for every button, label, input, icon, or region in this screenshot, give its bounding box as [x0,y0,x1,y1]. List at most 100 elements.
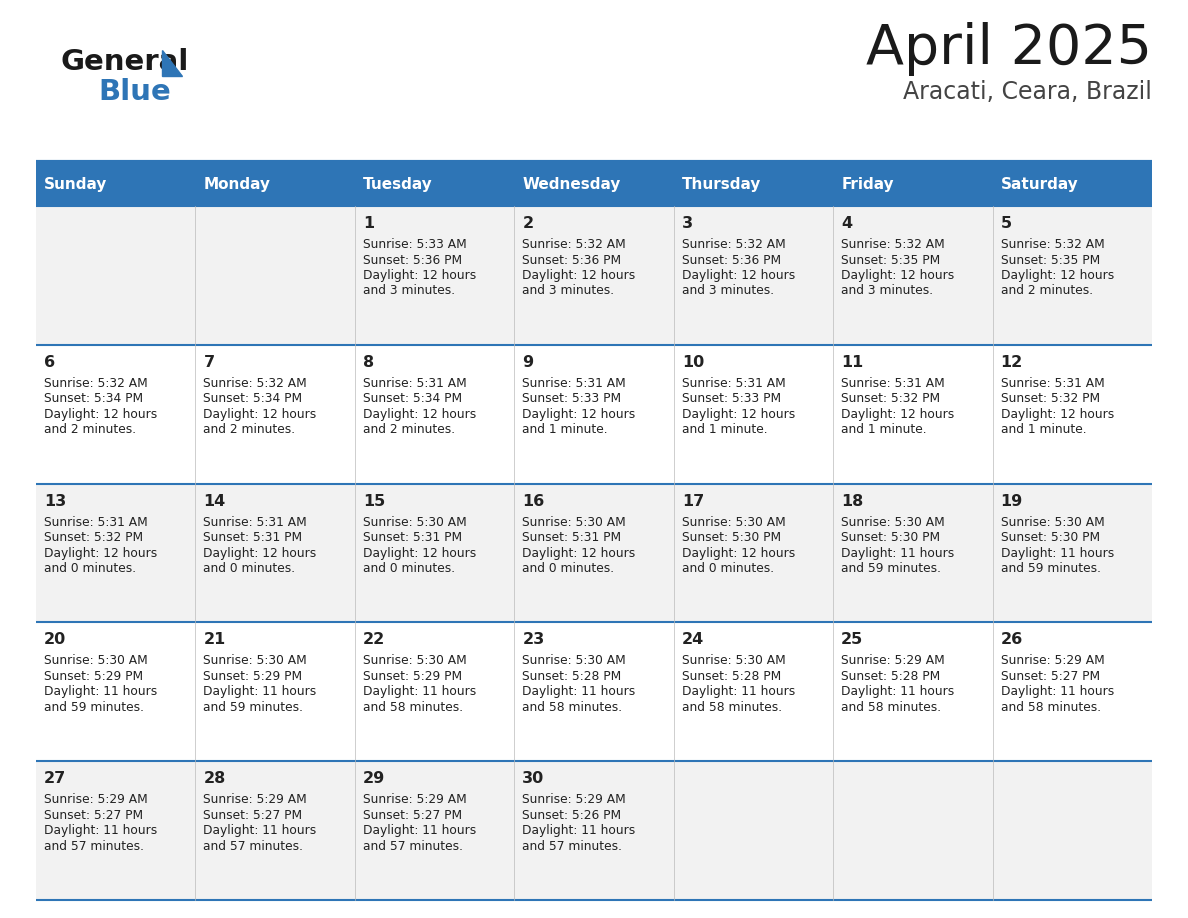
Text: Tuesday: Tuesday [362,176,432,192]
Text: Daylight: 12 hours: Daylight: 12 hours [362,269,476,282]
Text: Sunset: 5:27 PM: Sunset: 5:27 PM [362,809,462,822]
Text: Sunset: 5:35 PM: Sunset: 5:35 PM [1000,253,1100,266]
Text: and 57 minutes.: and 57 minutes. [362,840,463,853]
Text: Sunrise: 5:31 AM: Sunrise: 5:31 AM [841,376,944,390]
Text: Sunrise: 5:31 AM: Sunrise: 5:31 AM [682,376,785,390]
Text: and 59 minutes.: and 59 minutes. [841,562,941,575]
Text: Daylight: 11 hours: Daylight: 11 hours [841,546,954,560]
Text: and 3 minutes.: and 3 minutes. [523,285,614,297]
Text: and 57 minutes.: and 57 minutes. [523,840,623,853]
Text: Daylight: 12 hours: Daylight: 12 hours [682,408,795,420]
Bar [674,162,833,206]
Text: Daylight: 11 hours: Daylight: 11 hours [523,824,636,837]
Text: and 2 minutes.: and 2 minutes. [203,423,296,436]
Text: Daylight: 11 hours: Daylight: 11 hours [44,824,157,837]
Text: Sunrise: 5:29 AM: Sunrise: 5:29 AM [841,655,944,667]
Text: Daylight: 11 hours: Daylight: 11 hours [362,824,476,837]
Text: 30: 30 [523,771,544,786]
Text: Sunrise: 5:29 AM: Sunrise: 5:29 AM [1000,655,1105,667]
Text: Daylight: 12 hours: Daylight: 12 hours [682,269,795,282]
Text: Daylight: 12 hours: Daylight: 12 hours [362,408,476,420]
Text: Sunrise: 5:30 AM: Sunrise: 5:30 AM [203,655,308,667]
Text: and 2 minutes.: and 2 minutes. [44,423,137,436]
Polygon shape [162,50,182,76]
Text: Sunset: 5:29 PM: Sunset: 5:29 PM [203,670,303,683]
Text: Daylight: 11 hours: Daylight: 11 hours [841,686,954,699]
Text: 22: 22 [362,633,385,647]
Text: 17: 17 [682,494,704,509]
Text: and 0 minutes.: and 0 minutes. [682,562,773,575]
Text: Thursday: Thursday [682,176,762,192]
Text: Sunrise: 5:30 AM: Sunrise: 5:30 AM [841,516,944,529]
Text: Sunset: 5:29 PM: Sunset: 5:29 PM [362,670,462,683]
Text: Sunset: 5:28 PM: Sunset: 5:28 PM [682,670,781,683]
Text: Sunset: 5:32 PM: Sunset: 5:32 PM [44,532,143,544]
Text: Sunset: 5:31 PM: Sunset: 5:31 PM [362,532,462,544]
Text: Sunrise: 5:32 AM: Sunrise: 5:32 AM [682,238,785,251]
Text: 20: 20 [44,633,67,647]
Text: 3: 3 [682,216,693,231]
Text: Sunset: 5:35 PM: Sunset: 5:35 PM [841,253,941,266]
Text: Saturday: Saturday [1000,176,1079,192]
Text: Daylight: 12 hours: Daylight: 12 hours [203,546,317,560]
Text: Sunset: 5:34 PM: Sunset: 5:34 PM [44,392,143,406]
Text: and 1 minute.: and 1 minute. [523,423,608,436]
Text: 4: 4 [841,216,852,231]
Text: Daylight: 11 hours: Daylight: 11 hours [362,686,476,699]
Text: Daylight: 12 hours: Daylight: 12 hours [203,408,317,420]
Text: 8: 8 [362,354,374,370]
Text: Sunrise: 5:30 AM: Sunrise: 5:30 AM [682,655,785,667]
Text: Sunday: Sunday [44,176,107,192]
Text: Sunrise: 5:30 AM: Sunrise: 5:30 AM [682,516,785,529]
Text: and 59 minutes.: and 59 minutes. [1000,562,1100,575]
Text: Sunset: 5:32 PM: Sunset: 5:32 PM [1000,392,1100,406]
Text: Sunrise: 5:32 AM: Sunrise: 5:32 AM [203,376,308,390]
Text: Sunset: 5:26 PM: Sunset: 5:26 PM [523,809,621,822]
Text: and 3 minutes.: and 3 minutes. [682,285,773,297]
Bar [992,162,1152,206]
Text: Daylight: 11 hours: Daylight: 11 hours [523,686,636,699]
Text: Daylight: 11 hours: Daylight: 11 hours [1000,546,1114,560]
Text: and 59 minutes.: and 59 minutes. [44,701,144,714]
Text: Sunset: 5:33 PM: Sunset: 5:33 PM [523,392,621,406]
Text: Sunrise: 5:32 AM: Sunrise: 5:32 AM [523,238,626,251]
Text: and 58 minutes.: and 58 minutes. [362,701,463,714]
Text: 7: 7 [203,354,215,370]
Text: Daylight: 11 hours: Daylight: 11 hours [682,686,795,699]
Bar [36,206,1152,345]
Text: and 0 minutes.: and 0 minutes. [203,562,296,575]
Text: Blue: Blue [97,78,171,106]
Text: Daylight: 11 hours: Daylight: 11 hours [203,824,317,837]
Text: Sunrise: 5:30 AM: Sunrise: 5:30 AM [523,655,626,667]
Text: 12: 12 [1000,354,1023,370]
Text: Sunrise: 5:29 AM: Sunrise: 5:29 AM [203,793,308,806]
Text: 14: 14 [203,494,226,509]
Bar [833,162,992,206]
Text: 28: 28 [203,771,226,786]
Text: Daylight: 12 hours: Daylight: 12 hours [523,546,636,560]
Text: Sunset: 5:33 PM: Sunset: 5:33 PM [682,392,781,406]
Text: Sunrise: 5:32 AM: Sunrise: 5:32 AM [1000,238,1105,251]
Text: Sunrise: 5:30 AM: Sunrise: 5:30 AM [362,655,467,667]
Text: and 3 minutes.: and 3 minutes. [362,285,455,297]
Text: 9: 9 [523,354,533,370]
Text: Sunrise: 5:29 AM: Sunrise: 5:29 AM [523,793,626,806]
Text: Sunset: 5:27 PM: Sunset: 5:27 PM [203,809,303,822]
Bar [355,162,514,206]
Text: 11: 11 [841,354,864,370]
Text: Daylight: 12 hours: Daylight: 12 hours [1000,408,1114,420]
Text: Wednesday: Wednesday [523,176,620,192]
Text: 15: 15 [362,494,385,509]
Text: and 1 minute.: and 1 minute. [1000,423,1086,436]
Text: and 3 minutes.: and 3 minutes. [841,285,934,297]
Text: 1: 1 [362,216,374,231]
Text: Sunrise: 5:32 AM: Sunrise: 5:32 AM [44,376,147,390]
Text: and 58 minutes.: and 58 minutes. [1000,701,1101,714]
Text: 29: 29 [362,771,385,786]
Text: Sunrise: 5:31 AM: Sunrise: 5:31 AM [203,516,308,529]
Text: 21: 21 [203,633,226,647]
Text: 24: 24 [682,633,704,647]
Text: and 58 minutes.: and 58 minutes. [523,701,623,714]
Text: Daylight: 11 hours: Daylight: 11 hours [1000,686,1114,699]
Text: and 1 minute.: and 1 minute. [841,423,927,436]
